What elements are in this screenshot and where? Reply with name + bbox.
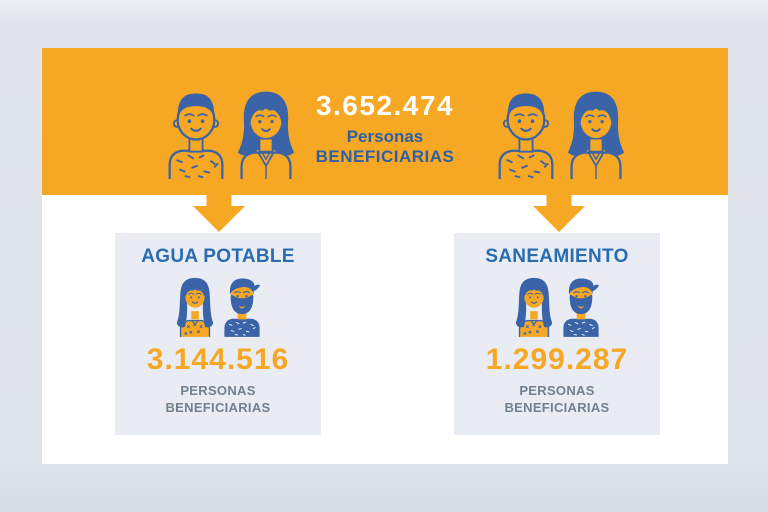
down-arrow-icon — [193, 195, 245, 232]
card-couple-illustration — [173, 274, 264, 337]
card-caption-line1: PERSONAS — [519, 383, 595, 398]
total-beneficiaries-value: 3.652.474 — [315, 90, 455, 121]
banner-couple-right — [493, 85, 629, 179]
card-agua-potable: AGUA POTABLE 3.144.516 PERSONAS BENEFICI… — [115, 233, 321, 435]
man-icon — [559, 274, 603, 337]
card-value: 3.144.516 — [146, 343, 290, 376]
card-title: AGUA POTABLE — [141, 246, 295, 267]
card-caption-line2: BENEFICIARIAS — [504, 399, 610, 415]
card-saneamiento: SANEAMIENTO 1.299.287 PERSONAS BENEFICIA… — [454, 233, 660, 435]
man-icon — [493, 85, 559, 179]
beneficiaries-label-line1: Personas — [346, 127, 424, 146]
card-caption-line2: BENEFICIARIAS — [165, 399, 271, 415]
card-title: SANEAMIENTO — [485, 246, 629, 267]
card-couple-illustration — [512, 274, 603, 337]
card-caption-line1: PERSONAS — [180, 383, 256, 398]
content-panel: 3.652.474 Personas BENEFICIARIAS AGUA PO… — [42, 48, 728, 464]
beneficiaries-label-line2: BENEFICIARIAS — [315, 146, 455, 166]
header-banner: 3.652.474 Personas BENEFICIARIAS — [42, 48, 728, 195]
woman-icon — [173, 274, 217, 337]
down-arrow-icon — [533, 195, 585, 232]
woman-icon — [512, 274, 556, 337]
card-caption: PERSONAS BENEFICIARIAS — [504, 383, 609, 417]
card-value: 1.299.287 — [485, 343, 629, 376]
woman-icon — [563, 85, 629, 179]
man-icon — [220, 274, 264, 337]
card-caption: PERSONAS BENEFICIARIAS — [165, 383, 270, 417]
banner-text-block: 3.652.474 Personas BENEFICIARIAS — [42, 92, 728, 166]
